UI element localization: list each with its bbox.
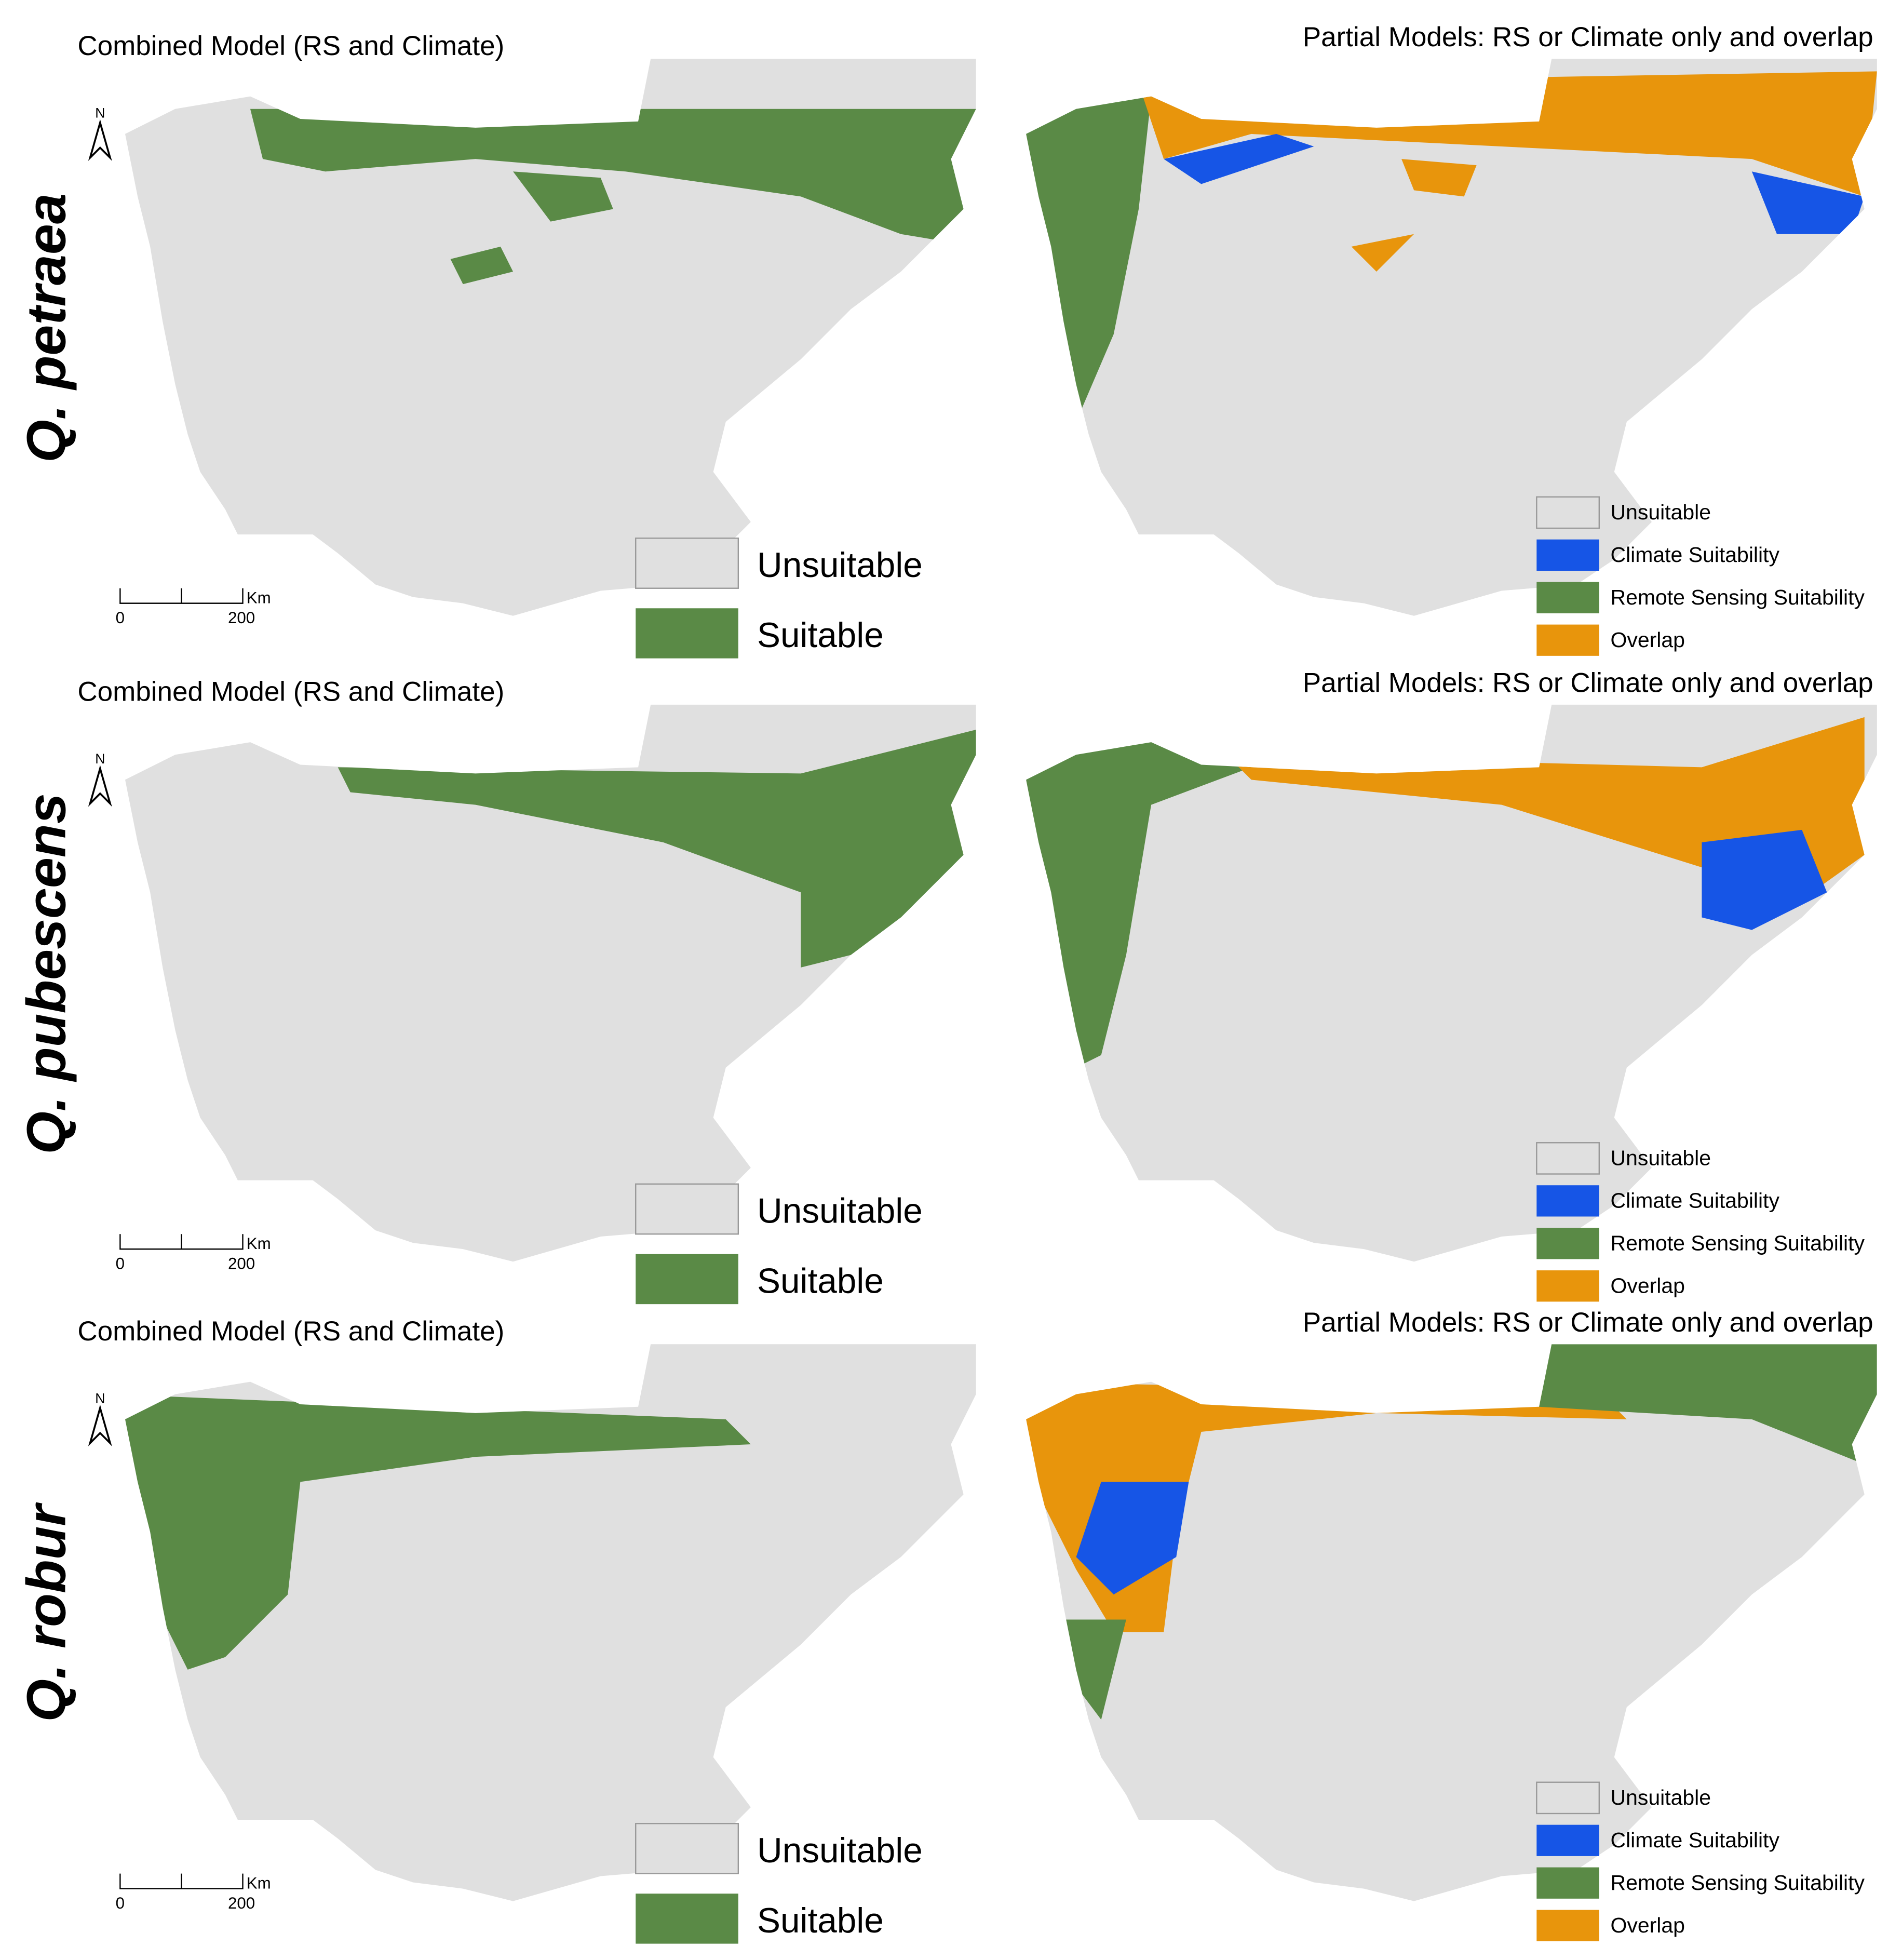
legend-label: Unsuitable — [757, 1192, 923, 1231]
suitable-area — [1702, 829, 1827, 930]
scale-bar — [119, 1873, 244, 1889]
suitable-area — [513, 171, 613, 222]
legend-swatch — [636, 1894, 738, 1944]
suitable-area — [1751, 171, 1865, 234]
north-label: N — [95, 1391, 105, 1406]
suitable-area — [450, 246, 514, 285]
scale-bar — [119, 1234, 244, 1250]
north-arrow — [88, 1404, 112, 1446]
suitability-layer — [250, 109, 976, 285]
legend-swatch — [636, 608, 738, 659]
legend-label: Unsuitable — [1611, 1146, 1711, 1170]
legend-label: Unsuitable — [757, 1831, 923, 1870]
scale-tick: 0 — [116, 1255, 125, 1273]
species-label: Q. pubescens — [16, 793, 77, 1154]
map — [125, 704, 976, 1262]
legend-swatch — [1536, 624, 1599, 656]
legend-label: Overlap — [1611, 1913, 1685, 1937]
panel-title: Combined Model (RS and Climate) — [77, 677, 504, 707]
legend-swatch — [635, 538, 739, 589]
map — [1026, 1344, 1877, 1901]
legend-swatch — [1536, 582, 1599, 613]
legend-swatch — [635, 1823, 739, 1874]
suitable-area — [1076, 1482, 1189, 1595]
legend-label: Suitable — [757, 1261, 884, 1300]
suitability-layer — [125, 1394, 751, 1670]
legend-swatch — [635, 1183, 739, 1235]
legend-swatch — [1536, 1910, 1599, 1941]
legend-label: Unsuitable — [1611, 500, 1711, 524]
species-label: Q. robur — [16, 1502, 77, 1722]
scale-bar — [119, 588, 244, 604]
map — [125, 1344, 976, 1901]
legend-swatch — [1536, 1781, 1600, 1815]
north-arrow — [88, 765, 112, 807]
suitable-area — [338, 730, 976, 968]
panel-title: Partial Models: RS or Climate only and o… — [1303, 1307, 1873, 1338]
suitable-area — [1351, 234, 1414, 272]
legend-label: Climate Suitability — [1611, 1828, 1780, 1852]
legend-label: Climate Suitability — [1611, 1189, 1780, 1213]
suitable-area — [1164, 133, 1314, 184]
panel-title: Combined Model (RS and Climate) — [77, 1316, 504, 1347]
legend-label: Unsuitable — [1611, 1786, 1711, 1809]
suitable-area — [1539, 1344, 1877, 1470]
legend-swatch — [1536, 496, 1600, 529]
legend-label: Overlap — [1611, 628, 1685, 652]
scale-tick: 0 — [116, 609, 125, 627]
scale-unit: Km — [247, 1234, 271, 1253]
legend-swatch — [1536, 539, 1599, 571]
suitable-area — [1401, 159, 1477, 197]
scale-tick: 0 — [116, 1894, 125, 1912]
map — [125, 59, 976, 616]
legend-label: Remote Sensing Suitability — [1611, 1231, 1865, 1255]
legend-label: Overlap — [1611, 1273, 1685, 1297]
legend-swatch — [1536, 1270, 1599, 1302]
legend-label: Suitable — [757, 616, 884, 655]
suitable-area — [250, 109, 976, 247]
scale-tick: 200 — [228, 1894, 255, 1912]
map — [1026, 704, 1877, 1262]
north-label: N — [95, 105, 105, 121]
north-label: N — [95, 751, 105, 767]
scale-unit: Km — [247, 589, 271, 607]
legend-swatch — [1536, 1185, 1599, 1217]
suitable-area — [1026, 1381, 1627, 1632]
suitable-area — [125, 1394, 751, 1670]
panel-title: Partial Models: RS or Climate only and o… — [1303, 668, 1873, 699]
legend-swatch — [1536, 1867, 1599, 1899]
legend-label: Remote Sensing Suitability — [1611, 585, 1865, 609]
panel-title: Combined Model (RS and Climate) — [77, 31, 504, 61]
legend-swatch — [1536, 1824, 1599, 1856]
suitability-layer — [338, 730, 976, 968]
scale-unit: Km — [247, 1874, 271, 1892]
legend-label: Climate Suitability — [1611, 543, 1780, 567]
map — [1026, 59, 1877, 616]
north-arrow — [88, 119, 112, 161]
legend-swatch — [636, 1254, 738, 1305]
scale-tick: 200 — [228, 609, 255, 627]
legend-label: Unsuitable — [757, 546, 923, 585]
scale-tick: 200 — [228, 1255, 255, 1273]
species-label: Q. petraea — [16, 193, 77, 463]
legend-swatch — [1536, 1142, 1600, 1175]
legend-swatch — [1536, 1228, 1599, 1259]
legend-label: Suitable — [757, 1901, 884, 1940]
panel-title: Partial Models: RS or Climate only and o… — [1303, 22, 1873, 52]
legend-label: Remote Sensing Suitability — [1611, 1871, 1865, 1895]
suitable-area — [1026, 96, 1152, 422]
